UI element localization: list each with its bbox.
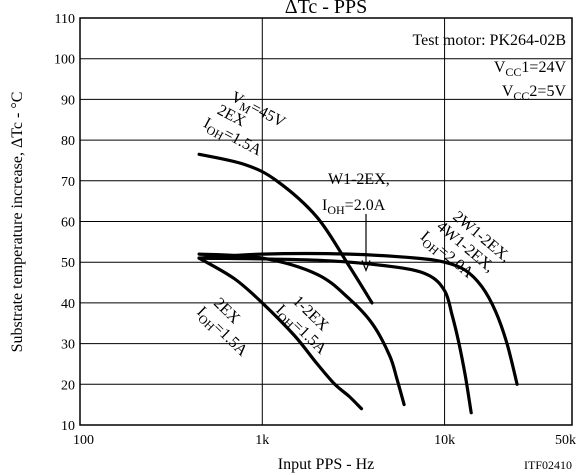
w1-2ex-arrow-head <box>361 260 371 272</box>
series-w1-2ex <box>197 256 473 415</box>
x-tick-label-1: 1k <box>255 433 269 448</box>
series-vm45v-2ex <box>197 152 374 305</box>
grid <box>80 18 572 425</box>
y-tick-label-3: 40 <box>61 297 75 312</box>
y-tick-label-2: 30 <box>61 338 75 353</box>
x-tick-label-3: 50k <box>555 433 576 448</box>
y-axis-label: Substrate temperature increase, ΔTc - °C <box>9 92 26 353</box>
annotation-w1-2ex-line-1: IOH=2.0A <box>322 197 386 217</box>
annotation-w1-2ex: W1-2EX, IOH=2.0A <box>322 171 390 217</box>
y-tick-label-4: 50 <box>61 256 75 271</box>
tick-labels: 10 20 30 40 50 60 70 80 90 100 110 100 1k 10k 50k <box>54 12 576 448</box>
y-tick-label-10: 110 <box>55 12 75 27</box>
x-tick-label-0: 100 <box>73 433 94 448</box>
test-conditions: Test motor: PK264-02B VCC1=24V VCC2=5V <box>412 32 566 103</box>
y-tick-label-1: 20 <box>61 378 75 393</box>
series-2w1-2ex <box>197 251 519 386</box>
annotation-2w1-2ex: 2W1-2EX,4W1-2EX,IOH=2.0A <box>417 208 514 282</box>
vcc2-note: VCC2=5V <box>502 83 567 103</box>
annotation-w1-2ex-line-0: W1-2EX, <box>328 171 390 188</box>
y-tick-label-0: 10 <box>61 419 75 434</box>
series-group <box>197 152 519 415</box>
x-tick-label-2: 10k <box>434 433 455 448</box>
series-2ex <box>197 256 364 411</box>
vcc1-note: VCC1=24V <box>494 59 567 79</box>
plot-frame <box>79 17 573 426</box>
y-tick-label-9: 100 <box>54 53 75 68</box>
y-tick-label-6: 70 <box>61 175 75 190</box>
y-tick-label-8: 90 <box>61 93 75 108</box>
y-tick-label-7: 80 <box>61 134 75 149</box>
figure-code: ITF02410 <box>524 458 572 472</box>
test-motor-note: Test motor: PK264-02B <box>412 32 566 49</box>
chart-title: ΔTc - PPS <box>285 0 368 18</box>
y-tick-label-5: 60 <box>61 216 75 231</box>
x-axis-label: Input PPS - Hz <box>278 456 374 473</box>
